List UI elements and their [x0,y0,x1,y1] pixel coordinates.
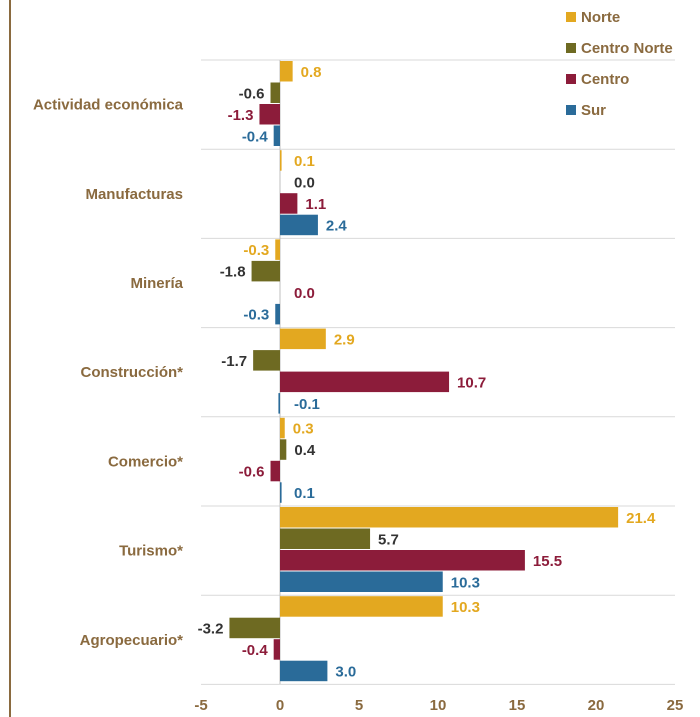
data-label-centro-norte-comercio: 0.4 [294,442,316,459]
data-label-sur-agropecuario: 3.0 [335,663,356,680]
category-label-actividad-economica: Actividad económica [33,97,184,114]
bar-norte-comercio [280,417,285,439]
bar-norte-turismo [280,507,619,528]
data-label-sur-comercio: 0.1 [294,485,315,502]
bar-norte-mineria [275,239,280,260]
bar-centro-norte-construccion [253,350,280,371]
data-label-centro-norte-manufacturas: 0.0 [294,174,315,191]
x-tick-label: 5 [355,697,363,714]
bar-centro-norte-turismo [280,528,371,549]
data-label-centro-manufacturas: 1.1 [305,196,326,213]
bar-sur-comercio [280,482,282,503]
category-label-mineria: Minería [130,275,183,292]
data-label-norte-agropecuario: 10.3 [451,599,480,616]
data-label-centro-actividad-economica: -1.3 [228,107,254,124]
category-labels-layer: Actividad económica Manufacturas Minería Co… [33,97,184,649]
legend-label-norte: Norte [581,9,620,26]
x-tick-label: 20 [588,697,605,714]
category-label-agropecuario: Agropecuario* [80,632,184,649]
legend-swatch-sur [566,105,576,115]
bar-norte-actividad-economica [280,61,293,82]
bar-centro-agropecuario [273,639,280,660]
data-label-centro-norte-actividad-economica: -0.6 [239,85,265,102]
legend-label-centro-norte: Centro Norte [581,40,673,57]
data-labels-layer: 0.8 -0.6 -1.3 -0.4 0.1 0.0 1.12.4 -0.3 -1.8 0.0 -0… [198,64,656,681]
data-label-norte-turismo: 21.4 [626,510,656,527]
data-label-centro-turismo: 15.5 [533,553,562,570]
legend-swatch-centro [566,74,576,84]
data-label-centro-mineria: 0.0 [294,285,315,302]
data-label-norte-actividad-economica: 0.8 [301,64,322,81]
bar-sur-mineria [275,303,280,325]
data-label-sur-construccion: -0.1 [294,396,320,413]
data-label-sur-actividad-economica: -0.4 [242,128,269,145]
bar-sur-construccion [278,393,280,414]
bar-norte-construccion [280,328,326,350]
bars-layer [229,61,619,682]
bar-sur-agropecuario [280,660,328,682]
bar-centro-norte-mineria [251,260,280,282]
bar-centro-construccion [280,371,450,393]
category-label-comercio: Comercio* [108,453,183,470]
bar-centro-comercio [270,460,280,482]
category-label-construccion: Construcción* [80,364,183,381]
x-tick-label: -5 [194,697,207,714]
bar-centro-manufacturas [280,193,298,214]
category-label-manufacturas: Manufacturas [85,186,183,203]
bar-centro-norte-actividad-economica [270,82,280,103]
category-label-turismo: Turismo* [119,543,183,560]
bar-norte-agropecuario [280,596,443,617]
bar-sur-manufacturas [280,214,318,236]
data-label-centro-construccion: 10.7 [457,374,486,391]
data-label-centro-norte-mineria: -1.8 [220,264,246,281]
x-tick-label: 15 [509,697,526,714]
data-label-norte-construccion: 2.9 [334,331,355,348]
bar-sur-turismo [280,571,443,592]
legend-label-centro: Centro [581,71,629,88]
bar-sur-actividad-economica [273,125,280,146]
data-label-norte-mineria: -0.3 [243,242,269,259]
legend-label-sur: Sur [581,102,606,119]
bar-centro-norte-agropecuario [229,617,280,639]
legend: Norte Centro Norte Centro Sur [566,9,673,119]
x-tick-label: 25 [667,697,684,714]
legend-swatch-centro-norte [566,43,576,53]
data-label-sur-mineria: -0.3 [243,307,269,324]
data-label-centro-norte-construccion: -1.7 [221,353,247,370]
data-label-centro-agropecuario: -0.4 [242,642,269,659]
x-tick-label: 0 [276,697,284,714]
bar-centro-actividad-economica [259,104,280,125]
x-axis-ticks-layer: -5 0 5 10 15 20 25 [194,697,683,714]
legend-swatch-norte [566,12,576,22]
data-label-centro-comercio: -0.6 [239,464,265,481]
bar-centro-norte-comercio [280,439,287,460]
data-label-sur-manufacturas: 2.4 [326,217,348,234]
x-tick-label: 10 [430,697,447,714]
data-label-sur-turismo: 10.3 [451,574,480,591]
data-label-norte-manufacturas: 0.1 [294,153,315,170]
bar-norte-manufacturas [280,150,282,171]
data-label-centro-norte-turismo: 5.7 [378,531,399,548]
data-label-centro-norte-agropecuario: -3.2 [198,620,224,637]
data-label-norte-comercio: 0.3 [293,421,314,438]
bar-centro-turismo [280,550,525,571]
